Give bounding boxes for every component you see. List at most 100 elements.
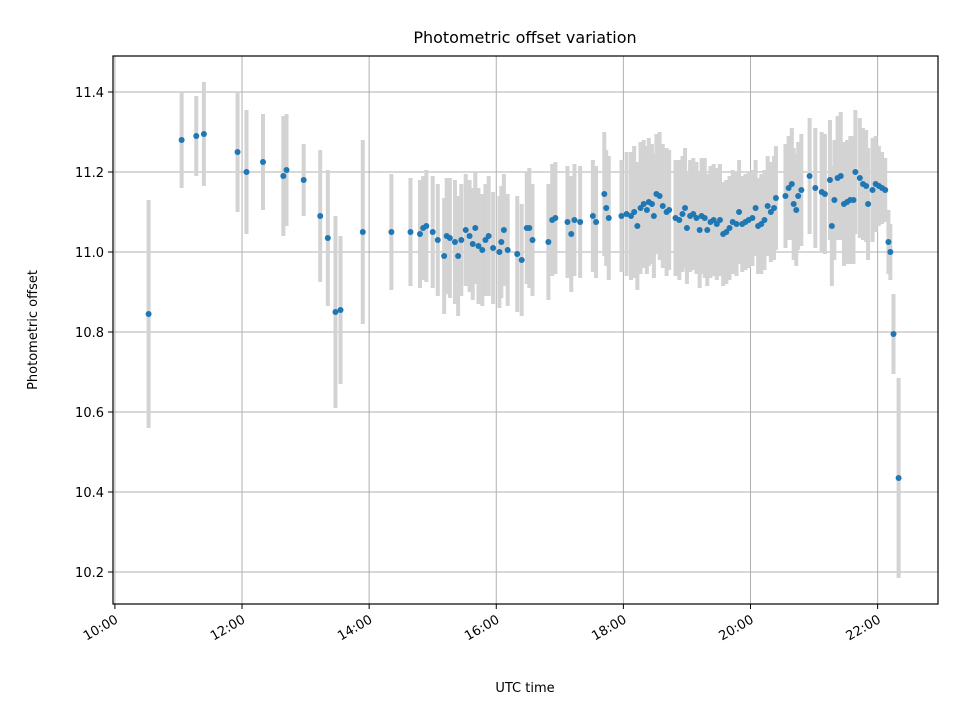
x-tick-label: 16:00 bbox=[462, 612, 502, 644]
data-point bbox=[885, 239, 892, 245]
data-point bbox=[716, 217, 723, 223]
data-point bbox=[441, 253, 448, 259]
data-point bbox=[317, 213, 324, 219]
data-point bbox=[761, 217, 768, 223]
data-point bbox=[200, 131, 207, 137]
data-point bbox=[749, 215, 756, 221]
x-tick-label: 22:00 bbox=[844, 612, 884, 644]
data-point bbox=[423, 223, 430, 229]
data-point bbox=[890, 331, 897, 337]
data-point bbox=[806, 173, 813, 179]
data-point bbox=[472, 225, 479, 231]
data-point bbox=[446, 235, 453, 241]
data-point bbox=[690, 211, 697, 217]
data-point bbox=[790, 201, 797, 207]
data-point bbox=[631, 209, 638, 215]
data-point bbox=[416, 231, 423, 237]
data-point bbox=[713, 221, 720, 227]
data-points bbox=[145, 131, 902, 481]
y-tick-label: 11.4 bbox=[75, 86, 104, 101]
data-point bbox=[234, 149, 241, 155]
data-point bbox=[710, 217, 717, 223]
data-point bbox=[682, 205, 689, 211]
data-point bbox=[388, 229, 395, 235]
data-point bbox=[628, 213, 635, 219]
data-point bbox=[500, 227, 507, 233]
data-point bbox=[726, 225, 733, 231]
data-point bbox=[407, 229, 414, 235]
chart-title: Photometric offset variation bbox=[413, 28, 636, 47]
data-point bbox=[475, 243, 482, 249]
x-tick-label: 12:00 bbox=[208, 612, 248, 644]
data-point bbox=[863, 183, 870, 189]
data-point bbox=[193, 133, 200, 139]
y-axis-ticks: 10.2 10.4 10.6 10.8 11.0 11.2 11.4 bbox=[75, 86, 113, 581]
error-bars bbox=[146, 82, 901, 578]
data-point bbox=[568, 231, 575, 237]
data-point bbox=[359, 229, 366, 235]
data-point bbox=[656, 193, 663, 199]
data-point bbox=[593, 219, 600, 225]
x-axis-label: UTC time bbox=[495, 681, 554, 696]
data-point bbox=[782, 193, 789, 199]
data-point bbox=[300, 177, 307, 183]
data-point bbox=[529, 237, 536, 243]
data-point bbox=[752, 205, 759, 211]
data-point bbox=[178, 137, 185, 143]
data-point bbox=[856, 175, 863, 181]
data-point bbox=[324, 235, 331, 241]
x-tick-label: 14:00 bbox=[335, 612, 375, 644]
data-point bbox=[850, 197, 857, 203]
data-point bbox=[498, 239, 505, 245]
data-point bbox=[764, 203, 771, 209]
data-point bbox=[601, 191, 608, 197]
data-point bbox=[332, 309, 339, 315]
data-point bbox=[589, 213, 596, 219]
data-point bbox=[518, 257, 525, 263]
data-point bbox=[831, 197, 838, 203]
data-point bbox=[337, 307, 344, 313]
data-point bbox=[634, 223, 641, 229]
data-point bbox=[496, 249, 503, 255]
data-point bbox=[788, 181, 795, 187]
data-point bbox=[882, 187, 889, 193]
data-point bbox=[637, 205, 644, 211]
y-tick-label: 11.0 bbox=[75, 246, 104, 261]
data-point bbox=[887, 249, 894, 255]
data-point bbox=[758, 221, 765, 227]
data-point bbox=[821, 191, 828, 197]
y-tick-label: 10.6 bbox=[75, 406, 104, 421]
y-axis-label: Photometric offset bbox=[26, 270, 41, 390]
data-point bbox=[865, 201, 872, 207]
x-tick-label: 20:00 bbox=[717, 612, 757, 644]
data-point bbox=[793, 207, 800, 213]
data-point bbox=[434, 237, 441, 243]
data-point bbox=[852, 169, 859, 175]
data-point bbox=[260, 159, 266, 165]
x-tick-label: 10:00 bbox=[81, 612, 121, 644]
data-point bbox=[666, 207, 673, 213]
data-point bbox=[693, 215, 700, 221]
data-point bbox=[514, 251, 521, 257]
data-point bbox=[482, 237, 489, 243]
y-tick-label: 11.2 bbox=[75, 166, 104, 181]
data-point bbox=[785, 185, 792, 191]
data-point bbox=[869, 187, 876, 193]
data-point bbox=[469, 241, 476, 247]
data-point bbox=[723, 229, 730, 235]
data-point bbox=[283, 167, 290, 173]
data-point bbox=[466, 233, 473, 239]
data-point bbox=[618, 213, 625, 219]
data-point bbox=[772, 195, 779, 201]
data-point bbox=[640, 201, 647, 207]
data-point bbox=[733, 221, 740, 227]
x-axis-ticks: 10:00 12:00 14:00 16:00 18:00 20:00 22:00 bbox=[81, 604, 884, 644]
y-tick-label: 10.4 bbox=[75, 486, 104, 501]
data-point bbox=[704, 227, 711, 233]
data-point bbox=[603, 205, 610, 211]
data-point bbox=[736, 209, 743, 215]
data-point bbox=[837, 173, 844, 179]
data-point bbox=[828, 223, 835, 229]
data-point bbox=[545, 239, 552, 245]
data-point bbox=[771, 205, 778, 211]
